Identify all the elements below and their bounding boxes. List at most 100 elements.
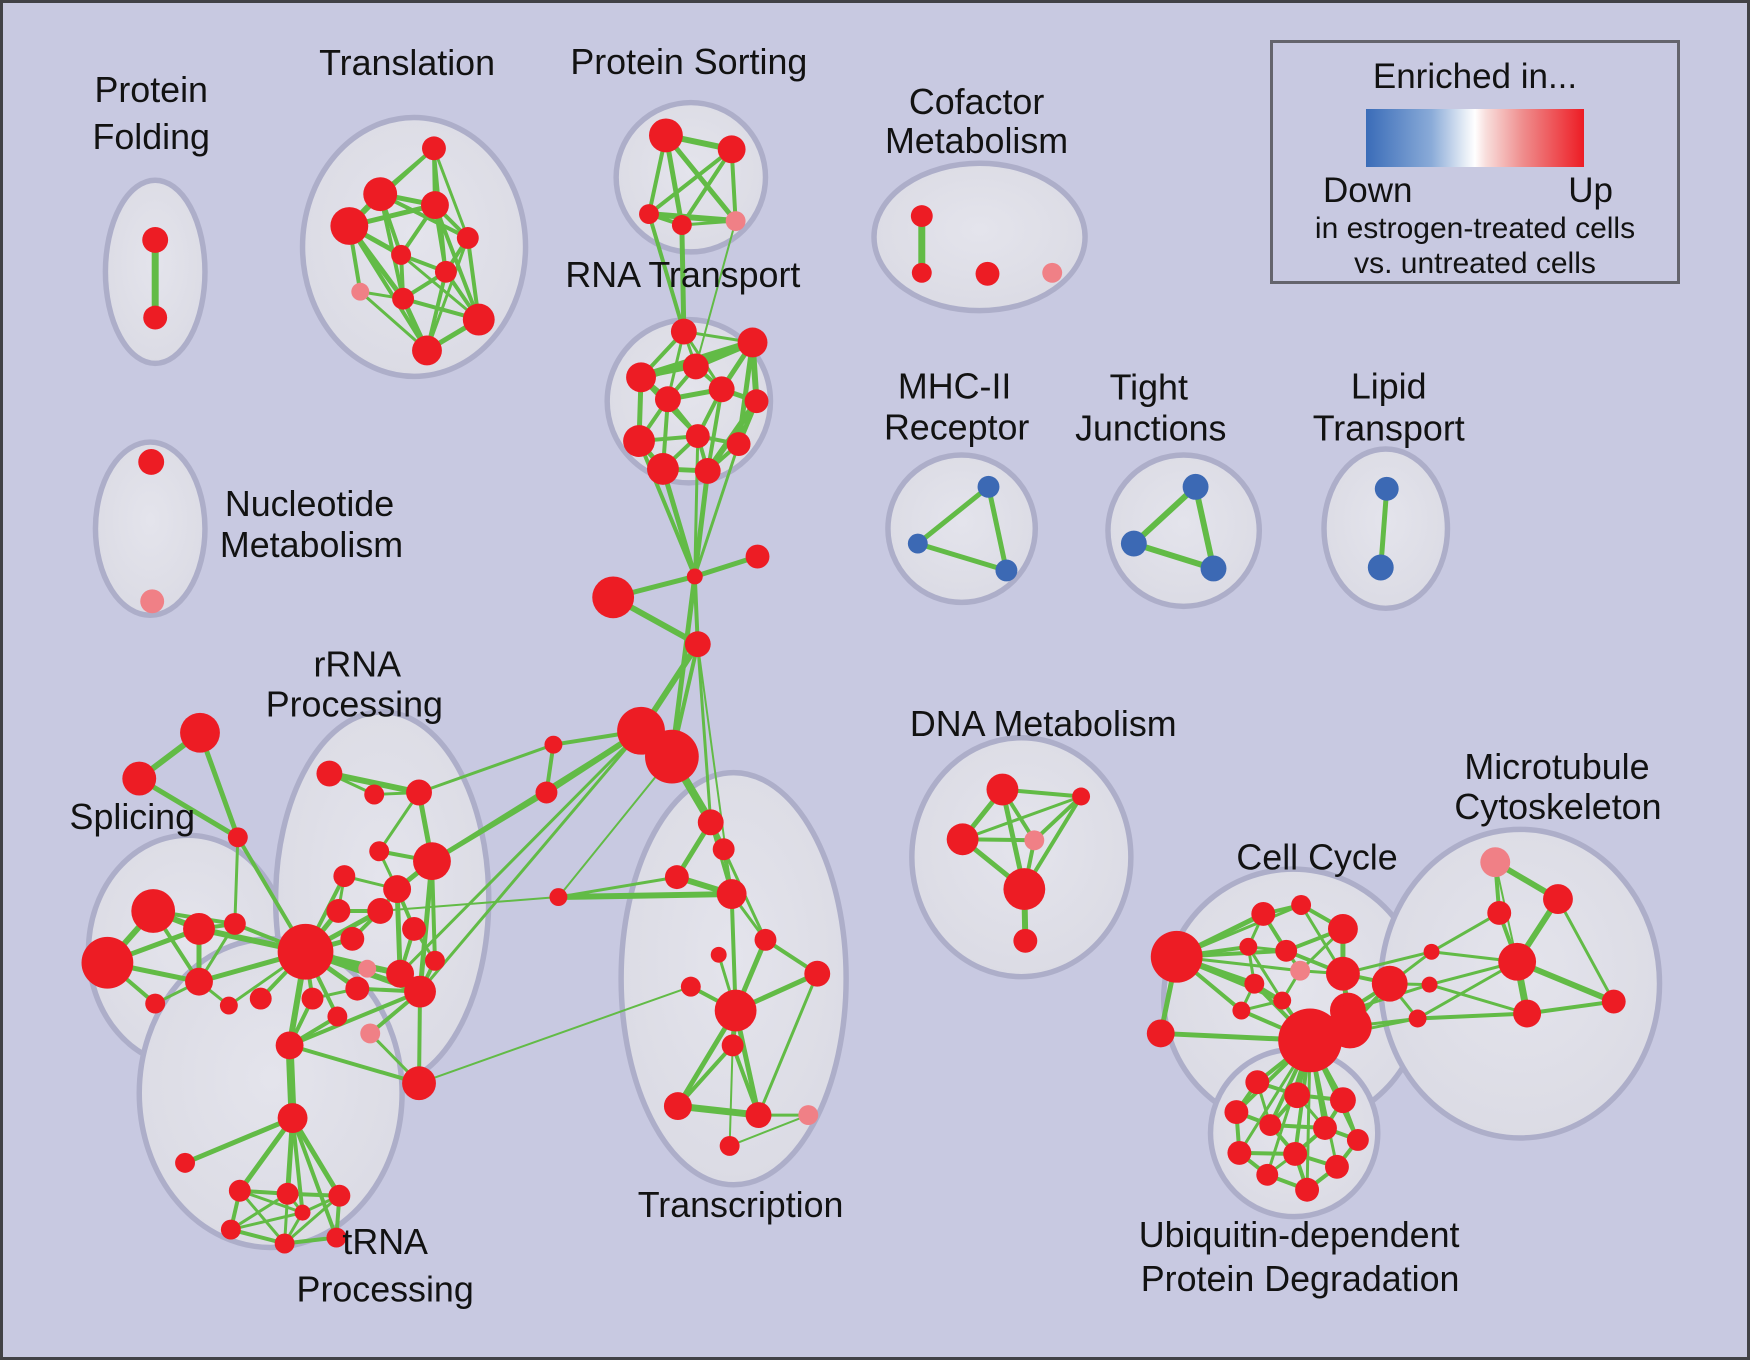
gene-set-node[interactable] — [544, 735, 563, 754]
gene-set-node[interactable] — [1543, 884, 1573, 914]
gene-set-node[interactable] — [1278, 1008, 1342, 1073]
gene-set-node[interactable] — [1146, 1019, 1175, 1048]
gene-set-node[interactable] — [745, 1102, 772, 1129]
gene-set-node[interactable] — [142, 227, 169, 253]
gene-set-node[interactable] — [719, 1135, 740, 1156]
gene-set-node[interactable] — [275, 1031, 304, 1060]
gene-set-node[interactable] — [1227, 1140, 1252, 1165]
gene-set-node[interactable] — [183, 912, 215, 945]
gene-set-node[interactable] — [995, 559, 1018, 582]
gene-set-node[interactable] — [725, 211, 746, 231]
gene-set-node[interactable] — [1487, 901, 1512, 925]
gene-set-node[interactable] — [1284, 1082, 1311, 1109]
gene-set-node[interactable] — [1024, 830, 1045, 851]
gene-set-node[interactable] — [367, 898, 394, 924]
gene-set-node[interactable] — [131, 889, 176, 933]
gene-set-node[interactable] — [175, 1152, 196, 1173]
gene-set-node[interactable] — [654, 386, 681, 413]
gene-set-node[interactable] — [422, 136, 446, 161]
gene-set-node[interactable] — [81, 936, 134, 989]
gene-set-node[interactable] — [710, 946, 727, 963]
gene-set-node[interactable] — [714, 989, 757, 1032]
gene-set-node[interactable] — [1601, 989, 1626, 1014]
gene-set-node[interactable] — [682, 353, 709, 380]
gene-set-node[interactable] — [462, 303, 495, 336]
gene-set-node[interactable] — [140, 589, 165, 614]
gene-set-node[interactable] — [1244, 973, 1265, 994]
gene-set-node[interactable] — [717, 135, 746, 164]
gene-set-node[interactable] — [316, 760, 343, 787]
gene-set-node[interactable] — [1273, 991, 1292, 1010]
gene-set-node[interactable] — [1327, 1004, 1372, 1049]
gene-set-node[interactable] — [1325, 1154, 1349, 1179]
gene-set-node[interactable] — [143, 305, 168, 330]
gene-set-node[interactable] — [145, 993, 166, 1014]
gene-set-node[interactable] — [745, 544, 770, 569]
gene-set-node[interactable] — [975, 261, 1000, 286]
gene-set-node[interactable] — [1232, 1001, 1251, 1020]
gene-set-node[interactable] — [663, 1092, 692, 1121]
gene-set-node[interactable] — [1371, 965, 1408, 1002]
gene-set-node[interactable] — [1329, 1087, 1356, 1114]
gene-set-node[interactable] — [670, 318, 697, 345]
gene-set-node[interactable] — [1120, 530, 1147, 557]
gene-set-node[interactable] — [910, 205, 933, 228]
gene-set-node[interactable] — [391, 244, 412, 265]
gene-set-node[interactable] — [1367, 554, 1394, 581]
gene-set-node[interactable] — [406, 779, 432, 806]
gene-set-node[interactable] — [249, 987, 272, 1010]
gene-set-node[interactable] — [716, 879, 747, 909]
gene-set-node[interactable] — [180, 712, 220, 753]
gene-set-node[interactable] — [697, 809, 724, 836]
gene-set-node[interactable] — [328, 1184, 351, 1207]
gene-set-node[interactable] — [364, 784, 385, 805]
gene-set-node[interactable] — [330, 207, 369, 245]
gene-set-node[interactable] — [228, 1179, 251, 1202]
gene-set-node[interactable] — [276, 1182, 299, 1205]
gene-set-node[interactable] — [798, 1105, 819, 1126]
gene-set-node[interactable] — [754, 928, 777, 951]
gene-set-node[interactable] — [671, 215, 692, 235]
gene-set-node[interactable] — [1042, 262, 1063, 283]
gene-set-node[interactable] — [1313, 1116, 1337, 1140]
gene-set-node[interactable] — [340, 926, 365, 951]
gene-set-node[interactable] — [351, 282, 370, 301]
gene-set-node[interactable] — [404, 975, 436, 1008]
gene-set-node[interactable] — [1256, 1163, 1279, 1186]
gene-set-node[interactable] — [685, 424, 710, 449]
gene-set-node[interactable] — [1245, 1070, 1270, 1095]
gene-set-node[interactable] — [386, 959, 415, 988]
gene-set-node[interactable] — [333, 865, 356, 888]
gene-set-node[interactable] — [345, 976, 370, 1001]
gene-set-node[interactable] — [277, 1103, 308, 1133]
gene-set-node[interactable] — [726, 432, 751, 456]
gene-set-node[interactable] — [122, 761, 157, 796]
gene-set-node[interactable] — [360, 1023, 381, 1044]
gene-set-node[interactable] — [227, 827, 248, 848]
gene-set-node[interactable] — [277, 923, 334, 980]
gene-set-node[interactable] — [1327, 913, 1358, 944]
gene-set-node[interactable] — [592, 576, 635, 619]
gene-set-node[interactable] — [737, 327, 768, 358]
gene-set-node[interactable] — [326, 899, 351, 923]
gene-set-node[interactable] — [138, 449, 165, 475]
gene-set-node[interactable] — [456, 227, 479, 249]
gene-set-node[interactable] — [664, 865, 689, 890]
gene-set-node[interactable] — [649, 118, 683, 153]
gene-set-node[interactable] — [1290, 960, 1311, 981]
gene-set-node[interactable] — [712, 838, 735, 861]
gene-set-node[interactable] — [369, 841, 390, 862]
gene-set-node[interactable] — [1150, 930, 1203, 983]
gene-set-node[interactable] — [549, 888, 568, 906]
gene-set-node[interactable] — [402, 916, 426, 941]
gene-set-node[interactable] — [294, 1204, 311, 1221]
gene-set-node[interactable] — [1239, 937, 1258, 956]
gene-set-node[interactable] — [535, 781, 558, 804]
gene-set-node[interactable] — [623, 425, 655, 457]
gene-set-node[interactable] — [1013, 928, 1038, 953]
gene-set-node[interactable] — [1408, 1009, 1427, 1028]
gene-set-node[interactable] — [680, 976, 701, 997]
gene-set-node[interactable] — [1421, 976, 1438, 993]
gene-set-node[interactable] — [413, 842, 451, 881]
gene-set-node[interactable] — [1498, 942, 1537, 981]
